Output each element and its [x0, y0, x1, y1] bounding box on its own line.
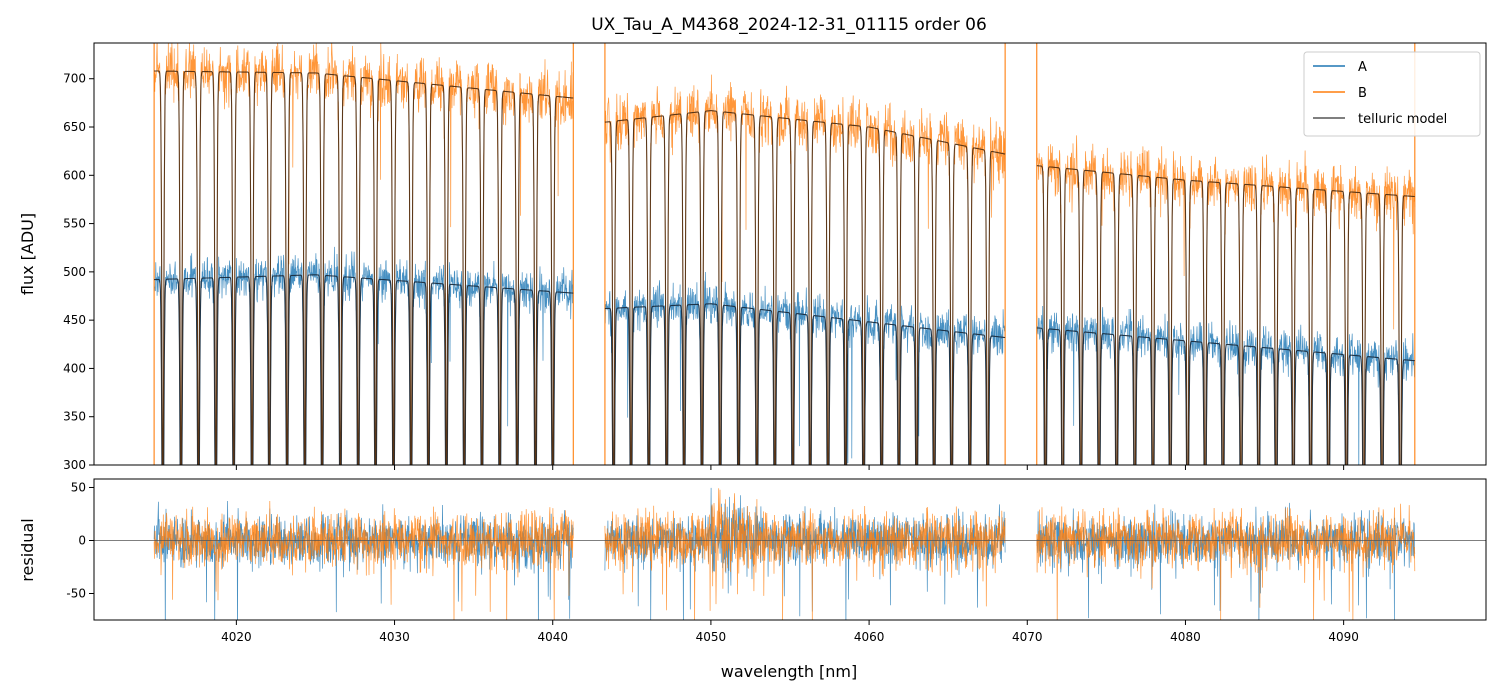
y-tick-label: -50 — [66, 586, 86, 600]
series-a-segment-3 — [1036, 305, 1416, 465]
flux-x-ticks — [235, 465, 1345, 470]
x-tick-label: 4040 — [537, 630, 568, 644]
telluric-model-b-segment-3 — [1036, 165, 1415, 465]
x-tick-label: 4090 — [1328, 630, 1359, 644]
residual-b-segment-3 — [1036, 503, 1416, 620]
y-tick-label: 450 — [63, 313, 86, 327]
y-tick-label: 650 — [63, 120, 86, 134]
x-axis-label: wavelength [nm] — [721, 662, 858, 681]
y-tick-label: 700 — [63, 72, 86, 86]
y-tick-label: 600 — [63, 168, 86, 182]
residual-y-ticks: -50 0 50 — [66, 480, 94, 600]
legend: A B telluric model — [1303, 51, 1481, 137]
legend-label-a: A — [1358, 60, 1367, 75]
telluric-model-b-segment-2 — [604, 110, 1006, 465]
y-tick-label: 300 — [63, 458, 86, 472]
residual-x-ticks: 4020 4030 4040 4050 4060 4070 4080 4090 — [221, 620, 1359, 644]
x-tick-label: 4070 — [1012, 630, 1043, 644]
legend-label-telluric: telluric model — [1358, 112, 1447, 127]
telluric-model-b-segment-1 — [154, 70, 574, 465]
flux-y-label: flux [ADU] — [18, 213, 37, 295]
x-tick-label: 4030 — [379, 630, 410, 644]
telluric-model-a-segment-2 — [604, 303, 1006, 465]
residual-panel-frame — [93, 478, 1487, 621]
legend-label-b: B — [1358, 86, 1367, 101]
legend-frame — [1303, 51, 1481, 137]
residual-y-label: residual — [18, 518, 37, 581]
flux-plot-area — [153, 43, 1416, 465]
series-b-segment-2 — [604, 74, 1006, 465]
flux-y-ticks: 300 350 400 450 500 550 600 650 700 — [63, 72, 94, 472]
x-tick-label: 4020 — [221, 630, 252, 644]
residual-a-segment-2 — [604, 487, 1006, 620]
telluric-model-a-segment-1 — [154, 274, 574, 465]
telluric-model-a-segment-3 — [1036, 327, 1415, 465]
series-a-segment-2 — [604, 271, 1006, 465]
x-tick-label: 4050 — [696, 630, 727, 644]
y-tick-label: 500 — [63, 265, 86, 279]
series-b-segment-1 — [153, 43, 574, 465]
x-tick-label: 4080 — [1170, 630, 1201, 644]
y-tick-label: 550 — [63, 217, 86, 231]
flux-panel: 300 350 400 450 500 550 600 650 700 flux [ADU] A… — [18, 42, 1487, 472]
y-tick-label: 0 — [78, 533, 86, 547]
residual-plot-area — [94, 487, 1486, 620]
y-tick-label: 400 — [63, 361, 86, 375]
y-tick-label: 50 — [71, 480, 86, 494]
x-tick-label: 4060 — [854, 630, 885, 644]
series-a-segment-1 — [153, 246, 574, 465]
flux-panel-frame — [93, 42, 1487, 466]
residual-b-segment-2 — [604, 488, 1006, 620]
residual-b-segment-1 — [153, 500, 574, 620]
residual-a-segment-1 — [153, 500, 574, 620]
y-tick-label: 350 — [63, 410, 86, 424]
chart-title: UX_Tau_A_M4368_2024-12-31_01115 order 06 — [591, 15, 987, 35]
